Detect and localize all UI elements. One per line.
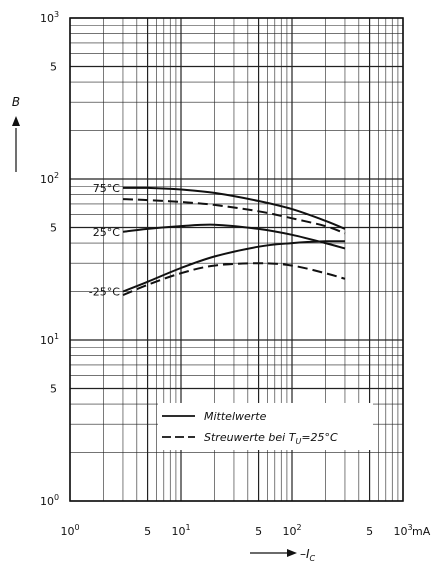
x-tick-label: 103 (393, 523, 412, 538)
series-line-2-solid (122, 223, 346, 250)
x-tick-label: 5 (366, 525, 373, 538)
x-tick-label: 5 (255, 525, 262, 538)
x-tick-label: 100 (60, 523, 79, 538)
y-tick-label: 5 (50, 221, 57, 234)
curve-labels: 75°C 25°C -25°C (89, 182, 120, 299)
y-tick-label: 5 (50, 60, 57, 73)
curve-label: -25°C (89, 286, 120, 299)
y-tick-label: 101 (40, 332, 59, 347)
y-tick-labels: 100 5 101 5 102 5 103 (40, 10, 59, 508)
y-tick-label: 100 (40, 493, 59, 508)
curve-label: 25°C (93, 226, 120, 239)
y-axis-arrowhead-icon (12, 116, 20, 126)
y-axis-title: B (12, 95, 20, 172)
x-axis-unit: mA (412, 525, 431, 538)
series-line-1-dashed (122, 198, 346, 235)
x-tick-label: 5 (144, 525, 151, 538)
y-tick-label: 102 (40, 171, 59, 186)
x-axis-title: –IC (250, 547, 316, 563)
x-tick-label: 101 (171, 523, 190, 538)
x-tick-labels: 100 5 101 5 102 5 103 (60, 523, 412, 538)
legend: Mittelwerte Streuwerte bei TU=25°C (158, 403, 373, 450)
y-tick-label: 103 (40, 10, 59, 25)
x-axis-label: –IC (300, 547, 316, 563)
y-axis-label: B (12, 95, 20, 109)
series-line-0-solid (122, 186, 346, 230)
legend-label-mittelwerte: Mittelwerte (204, 410, 267, 423)
plot-frame (69, 17, 404, 502)
x-axis-arrowhead-icon (287, 549, 297, 557)
y-tick-label: 5 (50, 382, 57, 395)
curve-label: 75°C (93, 182, 120, 195)
series-line-3-solid (122, 240, 346, 293)
legend-label-streuwerte: Streuwerte bei TU=25°C (204, 431, 338, 446)
x-tick-label: 102 (282, 523, 301, 538)
data-series (122, 186, 346, 297)
legend-box (158, 403, 373, 450)
